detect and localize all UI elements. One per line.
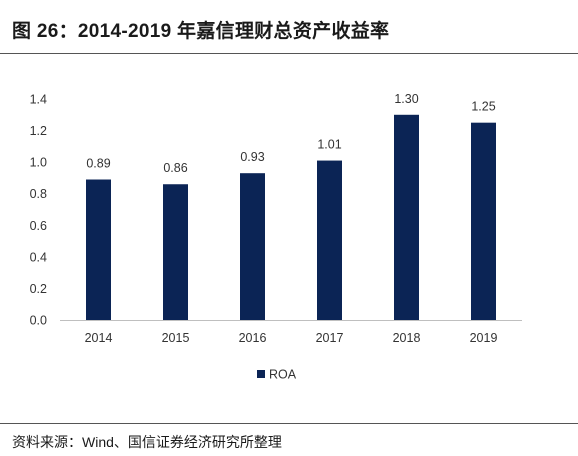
data-label: 1.30 [394,92,418,106]
y-tick-label: 1.0 [30,156,47,170]
bar-2016 [240,173,265,320]
x-tick-label: 2018 [393,331,421,345]
data-labels: 0.89 0.86 0.93 1.01 1.30 1.25 [86,92,495,175]
data-label: 0.89 [86,157,110,171]
x-tick-label: 2015 [162,331,190,345]
chart-area: 0.0 0.2 0.4 0.6 0.8 1.0 1.2 1.4 0.89 0.86 0.93 1.0… [0,60,578,416]
x-tick-label: 2017 [316,331,344,345]
x-tick-label: 2014 [85,331,113,345]
y-tick-label: 0.8 [30,187,47,201]
data-label: 0.86 [163,161,187,175]
bar-chart: 0.0 0.2 0.4 0.6 0.8 1.0 1.2 1.4 0.89 0.86 0.93 1.0… [30,92,522,382]
bar-2018 [394,114,419,321]
data-label: 0.93 [240,150,264,164]
y-tick-label: 1.4 [30,93,47,107]
y-axis: 0.0 0.2 0.4 0.6 0.8 1.0 1.2 1.4 [30,93,47,328]
y-tick-label: 0.2 [30,282,47,296]
source-note: 资料来源：Wind、国信证券经济研究所整理 [12,434,282,450]
bar-series-roa [86,114,496,321]
bar-2017 [317,160,342,320]
chart-title: 图 26：2014-2019 年嘉信理财总资产收益率 [12,21,390,42]
legend: ROA [257,368,297,382]
bar-2019 [471,122,496,320]
data-label: 1.25 [471,100,495,114]
x-axis: 2014 2015 2016 2017 2018 2019 [85,331,498,345]
legend-swatch [257,370,265,378]
y-tick-label: 0.6 [30,219,47,233]
x-tick-label: 2019 [470,331,498,345]
data-label: 1.01 [317,138,341,152]
x-tick-label: 2016 [239,331,267,345]
bar-2015 [163,184,188,320]
legend-label: ROA [269,368,297,382]
y-tick-label: 0.4 [30,250,47,264]
source-divider [0,423,578,424]
y-tick-label: 1.2 [30,124,47,138]
bar-2014 [86,179,111,320]
y-tick-label: 0.0 [30,314,47,328]
title-divider [0,53,578,54]
